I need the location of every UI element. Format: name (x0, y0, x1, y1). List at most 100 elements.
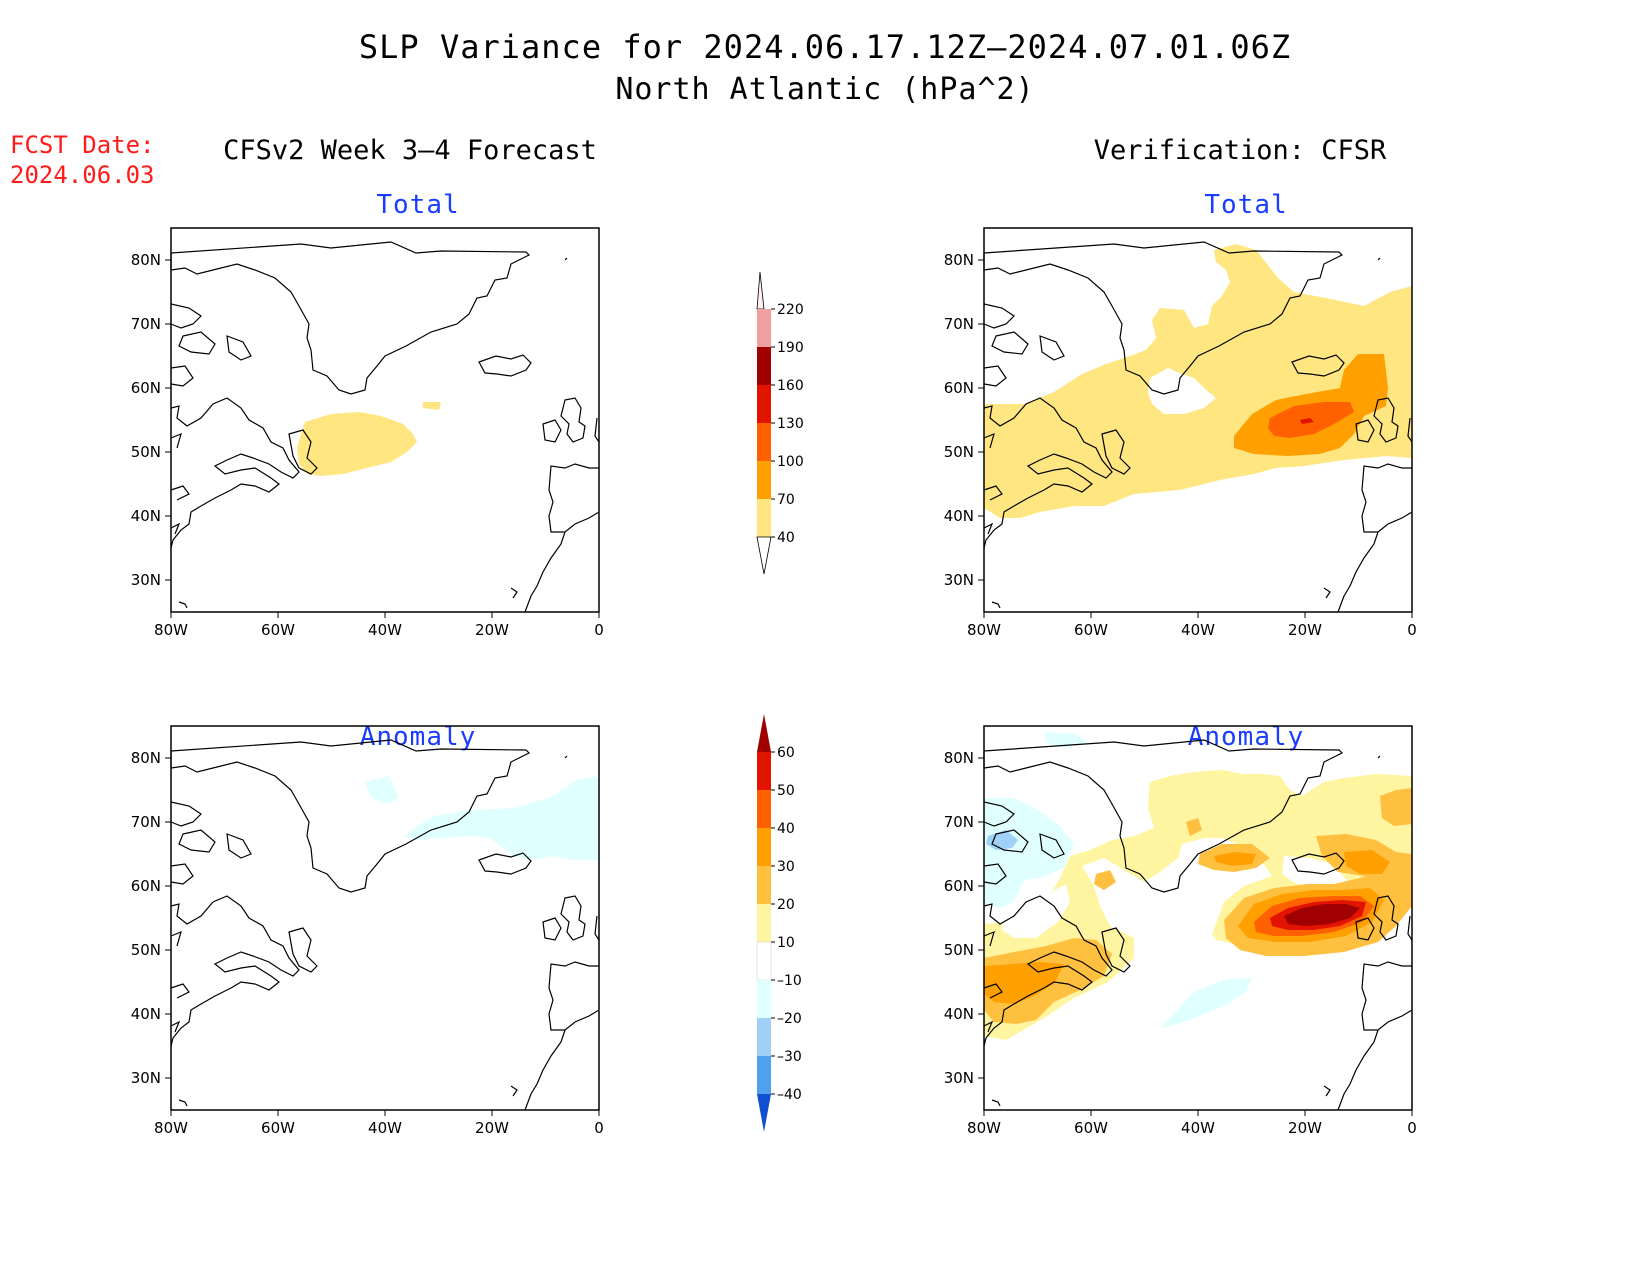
colorbar-total-bin-130 (757, 423, 771, 461)
contour-neg10-forecast-anomaly-east (403, 776, 599, 860)
colorbar-total-bin-190 (757, 347, 771, 385)
colorbar-total-bin-220 (757, 309, 771, 347)
colorbar-total-label: 190 (777, 340, 804, 356)
colorbar-total-bin-70 (757, 499, 771, 537)
contour-20-verification-anomaly-ne2 (1380, 788, 1412, 826)
panel-top-left-subtitle: Total (376, 190, 460, 220)
colorbar-anomaly-bottom-cap (757, 1094, 771, 1132)
contour-10-hole (1002, 884, 1070, 938)
lon-label-bottom-right: 20W (1288, 1119, 1322, 1137)
colorbar-total-label: 160 (777, 378, 804, 394)
lat-label-top-right: 40N (944, 507, 974, 525)
colorbar-total-bin-100 (757, 461, 771, 499)
colorbar-total-label: 220 (777, 302, 804, 318)
lon-label-top-left: 60W (261, 621, 295, 639)
colorbar-anomaly-label: 60 (777, 745, 795, 761)
colorbar-anomaly-label: –20 (777, 1011, 802, 1027)
lat-label-top-left: 70N (131, 315, 161, 333)
lat-label-bottom-right: 60N (944, 877, 974, 895)
map-panel-top-right (983, 227, 1413, 613)
map-panel-top-left (170, 227, 600, 613)
map-panel-bottom-left (170, 725, 600, 1111)
lat-label-top-left: 40N (131, 507, 161, 525)
lon-label-top-left: 80W (154, 621, 188, 639)
lat-label-bottom-right: 70N (944, 813, 974, 831)
colorbar-anomaly-label: 30 (777, 859, 795, 875)
lon-label-bottom-left: 80W (154, 1119, 188, 1137)
colorbar-total-label: 40 (777, 530, 795, 546)
contour-40-forecast-total (297, 402, 441, 476)
panel-bottom-right-subtitle: Anomaly (1187, 722, 1305, 752)
colorbar-anomaly-bin-30-40 (757, 828, 771, 866)
colorbar-anomaly-bin-10-20 (757, 904, 771, 942)
lat-label-top-right: 70N (944, 315, 974, 333)
colorbar-anomaly-bin-neg10-10 (756, 941, 772, 981)
main-title: SLP Variance for 2024.06.17.12Z–2024.07.… (358, 28, 1292, 66)
lat-label-top-left: 60N (131, 379, 161, 397)
colorbar-total-top-cap (756, 271, 765, 310)
contour-hole-verification-total (1148, 368, 1216, 414)
contour-20-verification-anomaly-small (1186, 818, 1202, 836)
map-panel-bottom-right (983, 725, 1413, 1111)
colorbar-anomaly: 60 50 40 30 20 10 –10 –20 –30 –40 (756, 714, 802, 1132)
colorbar-total-label: 130 (777, 416, 804, 432)
fcst-date-label: FCST Date: (10, 131, 155, 159)
colorbar-total-bottom-cap (756, 536, 772, 575)
lat-label-bottom-left: 60N (131, 877, 161, 895)
lat-label-top-left: 50N (131, 443, 161, 461)
lat-label-bottom-left: 30N (131, 1069, 161, 1087)
lat-label-bottom-left: 70N (131, 813, 161, 831)
colorbar-anomaly-label: –40 (777, 1087, 802, 1103)
right-column-title: Verification: CFSR (1093, 135, 1387, 166)
lon-label-bottom-left: 20W (475, 1119, 509, 1137)
contour-60-verification-anomaly (1284, 904, 1360, 926)
lat-label-top-right: 60N (944, 379, 974, 397)
colorbar-anomaly-bin-neg20-neg10 (757, 980, 771, 1018)
lon-label-top-right: 60W (1074, 621, 1108, 639)
lat-label-top-left: 80N (131, 251, 161, 269)
colorbar-anomaly-top-cap (757, 714, 771, 752)
colorbar-total: 40 70 100 130 160 190 220 (756, 271, 804, 575)
contour-neg10-forecast-anomaly (365, 776, 399, 804)
colorbar-anomaly-bin-40-50 (757, 790, 771, 828)
lon-label-bottom-left: 0 (594, 1119, 604, 1137)
colorbar-anomaly-bin-50-60 (757, 752, 771, 790)
lon-label-bottom-right: 60W (1074, 1119, 1108, 1137)
colorbar-anomaly-label: –30 (777, 1049, 802, 1065)
contour-30-verification-anomaly-west (984, 962, 1064, 1004)
colorbar-anomaly-label: 10 (777, 935, 795, 951)
lat-label-top-left: 30N (131, 571, 161, 589)
lon-label-bottom-right: 80W (967, 1119, 1001, 1137)
contour-neg10-verification-anomaly-nw (984, 798, 1074, 908)
contour-neg10-verification-anomaly-south (1160, 978, 1252, 1028)
colorbar-anomaly-label: 50 (777, 783, 795, 799)
lat-label-bottom-right: 80N (944, 749, 974, 767)
lon-label-bottom-left: 40W (368, 1119, 402, 1137)
colorbar-total-label: 100 (777, 454, 804, 470)
colorbar-total-bin-160 (757, 385, 771, 423)
colorbar-anomaly-label: –10 (777, 973, 802, 989)
contour-20-verification-anomaly-small2 (1094, 870, 1116, 890)
contour-130-verification-total (1300, 418, 1314, 424)
lon-label-bottom-right: 0 (1407, 1119, 1417, 1137)
lat-label-bottom-right: 40N (944, 1005, 974, 1023)
lon-label-top-right: 0 (1407, 621, 1417, 639)
map-axes: 80N 70N 60N 50N 40N 30N 80W 60W 40W 20W 0 80N 70N 60N… (131, 251, 1417, 1137)
colorbar-anomaly-label: 20 (777, 897, 795, 913)
colorbar-anomaly-bin-20-30 (757, 866, 771, 904)
lon-label-bottom-left: 60W (261, 1119, 295, 1137)
lat-label-bottom-left: 40N (131, 1005, 161, 1023)
main-subtitle: North Atlantic (hPa^2) (615, 72, 1035, 107)
fcst-date-value: 2024.06.03 (10, 161, 155, 189)
lat-label-bottom-left: 50N (131, 941, 161, 959)
lon-label-top-left: 0 (594, 621, 604, 639)
lat-label-bottom-right: 50N (944, 941, 974, 959)
left-column-title: CFSv2 Week 3–4 Forecast (223, 135, 597, 166)
lat-label-bottom-left: 80N (131, 749, 161, 767)
contour-30-verification-anomaly-ne (1344, 850, 1390, 874)
panel-top-right-subtitle: Total (1204, 190, 1288, 220)
panel-bottom-left-subtitle: Anomaly (359, 722, 477, 752)
colorbar-total-label: 70 (777, 492, 795, 508)
lon-label-top-left: 40W (368, 621, 402, 639)
